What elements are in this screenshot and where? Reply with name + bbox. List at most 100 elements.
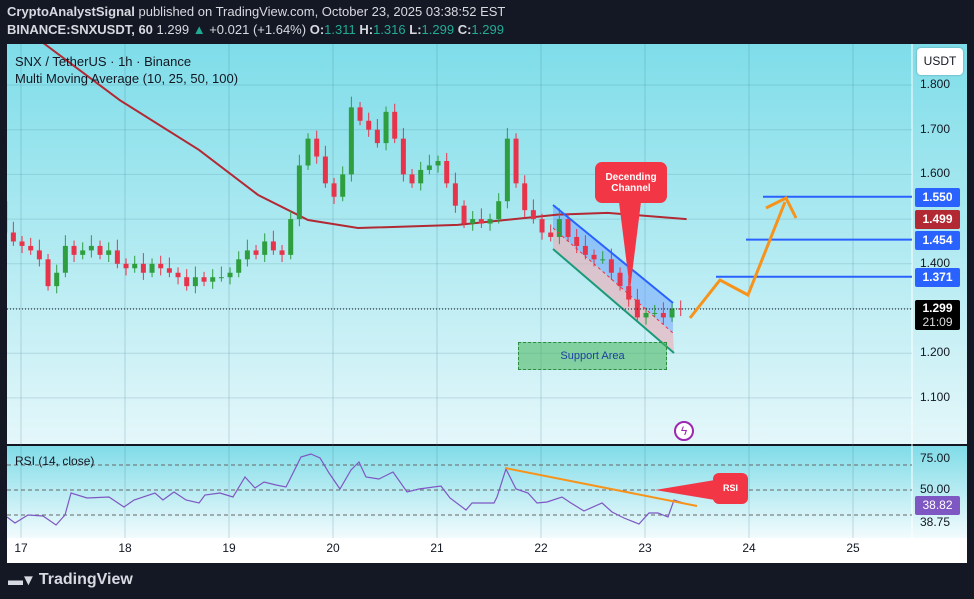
candle-body [218,277,224,279]
price-axis-label: 1.800 [920,77,951,91]
candle-body [660,312,666,318]
level-tag-1550: 1.550 [915,188,960,207]
callout-pointer [619,202,641,290]
date-axis-label: 20 [326,541,340,555]
channel-callout: Decending Channel [595,162,667,203]
currency-button[interactable]: USDT [917,48,963,75]
date-axis-label: 24 [742,541,756,555]
projection-arrow [688,201,787,319]
date-axis-label: 25 [846,541,860,555]
candle-body [435,160,441,166]
candle-body [296,165,302,220]
candle-body [522,183,528,211]
candle-body [504,138,510,202]
chart-canvas[interactable] [7,44,967,563]
arrowhead-icon [765,195,798,219]
price-axis-label: 1.200 [920,345,951,360]
candle-body [262,241,268,255]
candle-body [392,111,398,139]
date-axis-label: 23 [638,541,652,555]
date-axis-label: 22 [534,541,548,555]
lightning-icon[interactable]: ϟ [674,421,694,441]
candle-body [470,219,476,224]
candle-body [409,174,415,184]
candle-body [314,138,320,157]
level-tag-1371: 1.371 [915,268,960,287]
channel-upper-line [552,204,674,304]
support-area: Support Area [518,342,667,370]
candle-body [97,245,103,255]
up-triangle-icon: ▲ [192,22,206,37]
ma100-line [42,44,687,230]
candle-body [348,107,354,175]
price-axis-label: 1.100 [920,389,951,404]
candle-body [132,263,138,269]
candle-body [236,259,242,273]
candle-body [669,308,675,318]
candle-body [548,232,554,237]
candle-body [444,160,450,184]
candle-body [496,201,502,220]
candle-body [608,259,614,273]
price-axis-label: 1.600 [920,166,951,181]
rsi-axis-label: 38.75 [920,515,951,529]
rsi-line [7,453,684,526]
candle-body [400,138,406,175]
candle-body [418,169,424,184]
rsi-value-tag: 38.82 [915,496,960,515]
candle-body [556,219,562,237]
rsi-trendline [504,467,698,507]
candle-body [88,245,94,251]
price-axis-label: 1.400 [920,255,951,270]
candle-body [626,286,632,300]
ma-tag: 1.499 [915,210,960,229]
date-axis-label: 21 [430,541,444,555]
candle-body [184,277,190,287]
candle-body [461,205,467,224]
candle-body [678,308,684,310]
chart-title: SNX / TetherUS · 1h · Binance [15,54,192,69]
candle-body [227,272,233,278]
candle-body [140,263,146,273]
candle-body [539,219,545,233]
rsi-legend[interactable]: RSI (14, close) [15,454,95,468]
candle-body [80,250,86,255]
candle-body [305,138,311,166]
candle-body [244,250,250,260]
candle-body [288,219,294,255]
candle-body [426,165,432,170]
candle-body [253,250,259,255]
rsi-callout: RSI [713,473,748,504]
candle-body [591,254,597,260]
candle-body [331,183,337,197]
candle-body [175,272,181,278]
candle-body [158,263,164,269]
candle-body [322,156,328,184]
candle-body [54,272,60,287]
rsi-axis-label: 75.00 [920,451,951,465]
candle-body [45,259,51,287]
candle-body [166,268,172,273]
rsi-axis-label: 50.00 [920,482,951,496]
candle-body [10,232,16,242]
candle-body [192,277,198,287]
tradingview-logo[interactable]: ▬▼ TradingView [8,571,133,589]
candle-body [28,245,34,251]
candle-body [643,312,649,318]
candle-body [478,219,484,224]
candle-body [582,245,588,255]
candle-body [106,250,112,255]
candle-body [210,277,216,282]
chart-panel[interactable] [7,44,967,563]
candle-body [123,263,129,269]
price-axis-label: 1.700 [920,121,951,136]
candle-body [270,241,276,251]
candle-body [452,183,458,206]
indicator-legend[interactable]: Multi Moving Average (10, 25, 50, 100) [15,71,239,86]
candle-body [340,174,346,197]
candle-body [565,219,571,237]
tv-logo-icon: ▬▼ [8,571,36,589]
rsi-callout-pointer [655,480,715,500]
candle-body [383,111,389,144]
candle-body [652,312,658,314]
